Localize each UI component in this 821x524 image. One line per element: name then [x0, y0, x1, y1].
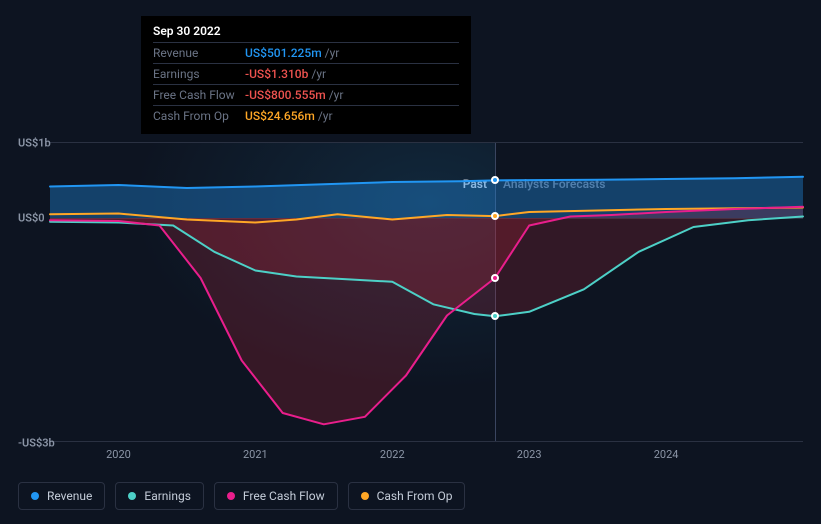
y-axis-label: US$1b: [18, 137, 51, 150]
tooltip-row: Earnings-US$1.310b/yr: [153, 63, 459, 84]
legend-item[interactable]: Cash From Op: [348, 482, 466, 510]
data-marker: [491, 274, 499, 282]
x-axis-label: 2023: [517, 448, 542, 461]
tooltip-suffix: /yr: [329, 88, 344, 102]
legend-item[interactable]: Earnings: [115, 482, 204, 510]
tooltip-suffix: /yr: [311, 67, 326, 81]
y-axis-label: US$0: [18, 212, 45, 225]
x-axis-label: 2024: [654, 448, 679, 461]
legend: Revenue Earnings Free Cash Flow Cash From O…: [18, 482, 465, 510]
x-axis-label: 2021: [243, 448, 268, 461]
tooltip-metric-value: -US$1.310b: [245, 67, 308, 81]
legend-dot-icon: [361, 492, 369, 500]
financial-chart: Past Analysts Forecasts US$1bUS$0-US$3b2…: [18, 120, 803, 445]
tooltip-row: RevenueUS$501.225m/yr: [153, 42, 459, 63]
data-marker: [491, 312, 499, 320]
y-axis-label: -US$3b: [18, 437, 55, 450]
legend-item[interactable]: Revenue: [18, 482, 105, 510]
tooltip-row: Free Cash Flow-US$800.555m/yr: [153, 84, 459, 105]
data-marker: [491, 176, 499, 184]
legend-label: Revenue: [47, 489, 92, 503]
tooltip-metric-value: -US$800.555m: [245, 88, 326, 102]
tooltip-suffix: /yr: [325, 46, 340, 60]
chart-tooltip: Sep 30 2022 RevenueUS$501.225m/yrEarning…: [141, 16, 471, 134]
tooltip-row: Cash From OpUS$24.656m/yr: [153, 105, 459, 126]
legend-dot-icon: [128, 492, 136, 500]
legend-label: Cash From Op: [377, 489, 453, 503]
tooltip-suffix: /yr: [318, 109, 333, 123]
x-axis-label: 2022: [380, 448, 405, 461]
chart-svg: [50, 143, 803, 441]
legend-label: Free Cash Flow: [243, 489, 325, 503]
legend-dot-icon: [227, 492, 235, 500]
plot-area[interactable]: Past Analysts Forecasts US$1bUS$0-US$3b2…: [50, 142, 803, 442]
tooltip-metric-value: US$501.225m: [245, 46, 322, 60]
legend-label: Earnings: [144, 489, 191, 503]
data-marker: [491, 212, 499, 220]
x-axis-label: 2020: [106, 448, 131, 461]
tooltip-metric-label: Earnings: [153, 67, 245, 81]
tooltip-metric-label: Free Cash Flow: [153, 88, 245, 102]
legend-item[interactable]: Free Cash Flow: [214, 482, 338, 510]
tooltip-date: Sep 30 2022: [153, 24, 459, 38]
legend-dot-icon: [31, 492, 39, 500]
tooltip-metric-value: US$24.656m: [245, 109, 315, 123]
tooltip-metric-label: Revenue: [153, 46, 245, 60]
tooltip-metric-label: Cash From Op: [153, 109, 245, 123]
